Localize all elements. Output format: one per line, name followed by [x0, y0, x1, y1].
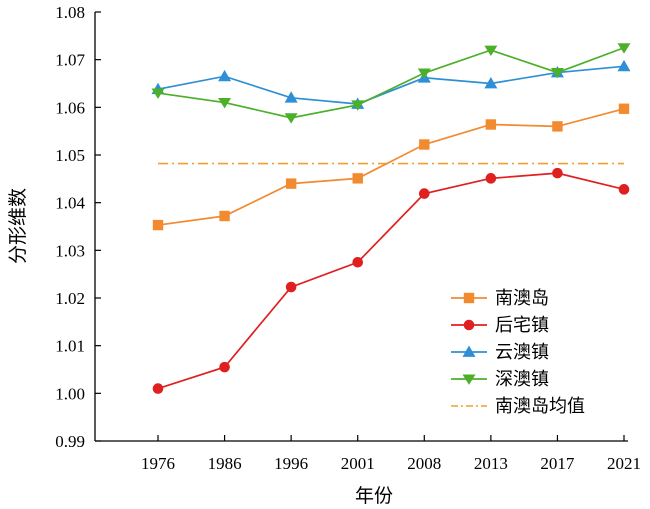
data-point-diamond [151, 88, 165, 99]
data-point-diamond [218, 98, 232, 109]
series-2 [152, 167, 630, 394]
legend-label: 深澳镇 [495, 369, 549, 390]
data-point-square [419, 139, 430, 150]
data-point-triangle [484, 77, 498, 89]
y-tick-label: 1.00 [55, 384, 85, 403]
legend-label: 后宅镇 [495, 315, 549, 336]
data-point-square [152, 219, 164, 231]
data-point-triangle [284, 91, 298, 103]
data-point-diamond [351, 100, 365, 111]
x-tick-label: 1986 [208, 454, 242, 473]
x-tick-label: 1996 [274, 454, 308, 473]
data-point-diamond [484, 45, 498, 56]
y-tick-label: 1.06 [55, 98, 85, 117]
data-point-diamond [550, 67, 564, 79]
legend-item: 南澳岛 [451, 288, 549, 309]
y-tick-label: 1.07 [55, 51, 85, 70]
legend-label: 云澳镇 [495, 342, 549, 363]
series-line [157, 65, 625, 105]
series-4 [151, 43, 631, 124]
x-ticks: 1976 1986 1996 2001 2008 2013 2017 2021 [141, 435, 641, 473]
data-point-square [219, 210, 230, 222]
data-point-square [552, 121, 563, 132]
data-point-circle [352, 256, 364, 268]
series-line [157, 46, 625, 119]
data-point-circle [418, 188, 430, 199]
x-tick-label: 2008 [407, 454, 441, 473]
y-axis-title: 分形维数 [7, 188, 29, 264]
data-point-circle [485, 173, 497, 184]
data-point-diamond [284, 113, 298, 124]
data-point-triangle [218, 69, 232, 82]
x-axis-title: 年份 [355, 485, 393, 507]
data-point-circle [618, 184, 630, 195]
y-tick-label: 1.05 [55, 146, 85, 165]
data-point-circle [552, 167, 563, 179]
series-line [157, 107, 625, 226]
legend-item: 后宅镇 [451, 315, 549, 336]
x-tick-label: 2013 [474, 454, 508, 473]
data-point-square [285, 178, 297, 189]
y-tick-label: 1.03 [55, 241, 85, 260]
data-point-diamond [617, 43, 631, 54]
y-ticks: 0.99 1.00 1.01 1.02 1.03 1.04 1.05 1.06 1.07 1.08 [55, 3, 101, 451]
legend-label: 南澳岛 [495, 288, 549, 309]
x-tick-label: 1976 [141, 454, 175, 473]
data-point-square [352, 173, 363, 184]
y-tick-label: 1.08 [55, 3, 85, 22]
legend-item: 云澳镇 [451, 342, 549, 363]
data-point-circle [152, 383, 164, 394]
series-1 [152, 103, 630, 231]
legend-marker [463, 319, 475, 331]
data-point-triangle [617, 59, 631, 72]
data-point-square [485, 119, 497, 130]
y-tick-label: 1.01 [55, 337, 85, 356]
legend-marker [462, 374, 476, 385]
legend-marker [462, 345, 476, 357]
legend-item: 南澳岛均值 [451, 396, 585, 417]
series-line [157, 172, 625, 390]
legend-item: 深澳镇 [451, 369, 549, 390]
data-point-circle [219, 361, 230, 373]
legend-marker [463, 292, 475, 304]
y-tick-label: 0.99 [55, 432, 85, 451]
legend-label: 南澳岛均值 [495, 396, 585, 417]
data-point-square [618, 103, 630, 114]
axes [94, 12, 628, 442]
y-tick-label: 1.02 [55, 289, 85, 308]
x-tick-label: 2001 [341, 454, 375, 473]
y-tick-label: 1.04 [55, 194, 85, 213]
x-tick-label: 2017 [540, 454, 575, 473]
x-tick-label: 2021 [607, 454, 641, 473]
series-layer [151, 43, 631, 394]
data-point-circle [285, 281, 297, 293]
data-point-diamond [417, 68, 431, 79]
